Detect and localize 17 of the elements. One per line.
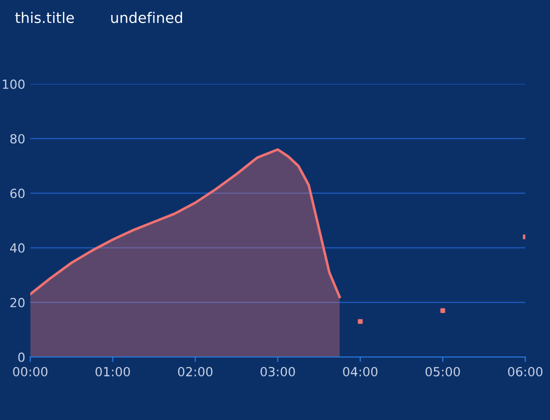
y-tick-label: 100 (2, 79, 25, 89)
x-tick-label: 03:00 (260, 366, 295, 376)
x-tick-label: 05:00 (426, 366, 460, 376)
chart-subtitle: undefined (111, 12, 182, 24)
x-tick-label: 00:00 (13, 366, 48, 376)
x-tick-label: 02:00 (178, 366, 212, 376)
x-tick-label: 04:00 (343, 366, 378, 376)
x-tick-label: 06:00 (508, 366, 542, 376)
chart-title: this.title (15, 12, 74, 24)
y-tick-label: 80 (10, 134, 25, 144)
point (358, 319, 363, 324)
y-tick-label: 20 (10, 298, 25, 308)
y-tick-label: 60 (10, 188, 25, 198)
y-tick-label: 40 (10, 243, 25, 253)
x-tick-label: 01:00 (96, 366, 130, 376)
y-tick-label: 0 (18, 352, 25, 362)
point (440, 308, 446, 313)
